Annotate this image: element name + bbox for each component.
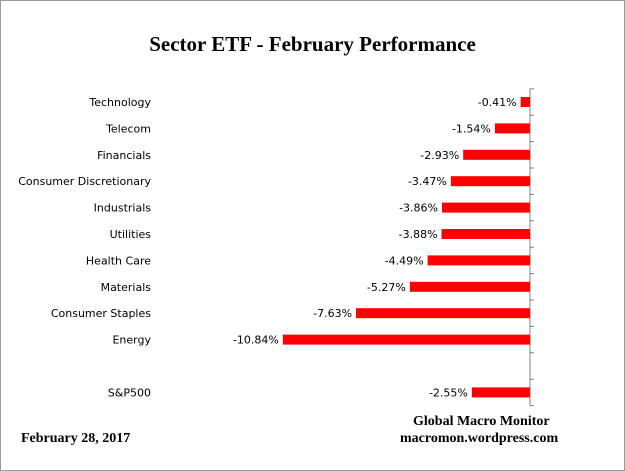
- chart-title: Sector ETF - February Performance: [149, 32, 476, 56]
- data-label: -2.93%: [420, 149, 459, 162]
- category-label: Consumer Staples: [51, 307, 151, 320]
- category-label: Technology: [88, 96, 151, 109]
- bar: [356, 308, 530, 319]
- data-label: -4.49%: [385, 254, 424, 267]
- bar: [409, 281, 530, 292]
- category-label: Financials: [97, 149, 151, 162]
- category-label: S&P500: [108, 386, 151, 399]
- bar: [441, 202, 530, 213]
- data-label: -2.55%: [429, 386, 468, 399]
- data-label: -3.47%: [408, 175, 447, 188]
- category-label: Energy: [112, 334, 151, 347]
- category-label: Health Care: [86, 254, 151, 267]
- bar: [471, 387, 530, 398]
- date-note: February 28, 2017: [21, 431, 131, 446]
- source-name: Global Macro Monitor: [413, 414, 550, 429]
- data-label: -7.63%: [313, 307, 352, 320]
- bar: [282, 334, 530, 345]
- category-label: Industrials: [94, 202, 152, 215]
- data-label: -3.86%: [399, 202, 438, 215]
- bar: [520, 97, 530, 107]
- bar: [450, 176, 530, 187]
- bar: [463, 149, 530, 160]
- category-label: Materials: [101, 281, 152, 294]
- category-label: Utilities: [110, 228, 152, 241]
- bar: [441, 229, 530, 239]
- data-label: -3.88%: [399, 228, 438, 241]
- data-label: -10.84%: [233, 334, 279, 347]
- category-label: Consumer Discretionary: [18, 175, 151, 188]
- data-label: -0.41%: [478, 96, 517, 109]
- category-label: Telecom: [105, 122, 151, 135]
- data-label: -5.27%: [367, 281, 406, 294]
- bar: [494, 123, 530, 134]
- source-url: macromon.wordpress.com: [400, 431, 559, 446]
- bar: [427, 255, 530, 266]
- data-label: -1.54%: [452, 122, 491, 135]
